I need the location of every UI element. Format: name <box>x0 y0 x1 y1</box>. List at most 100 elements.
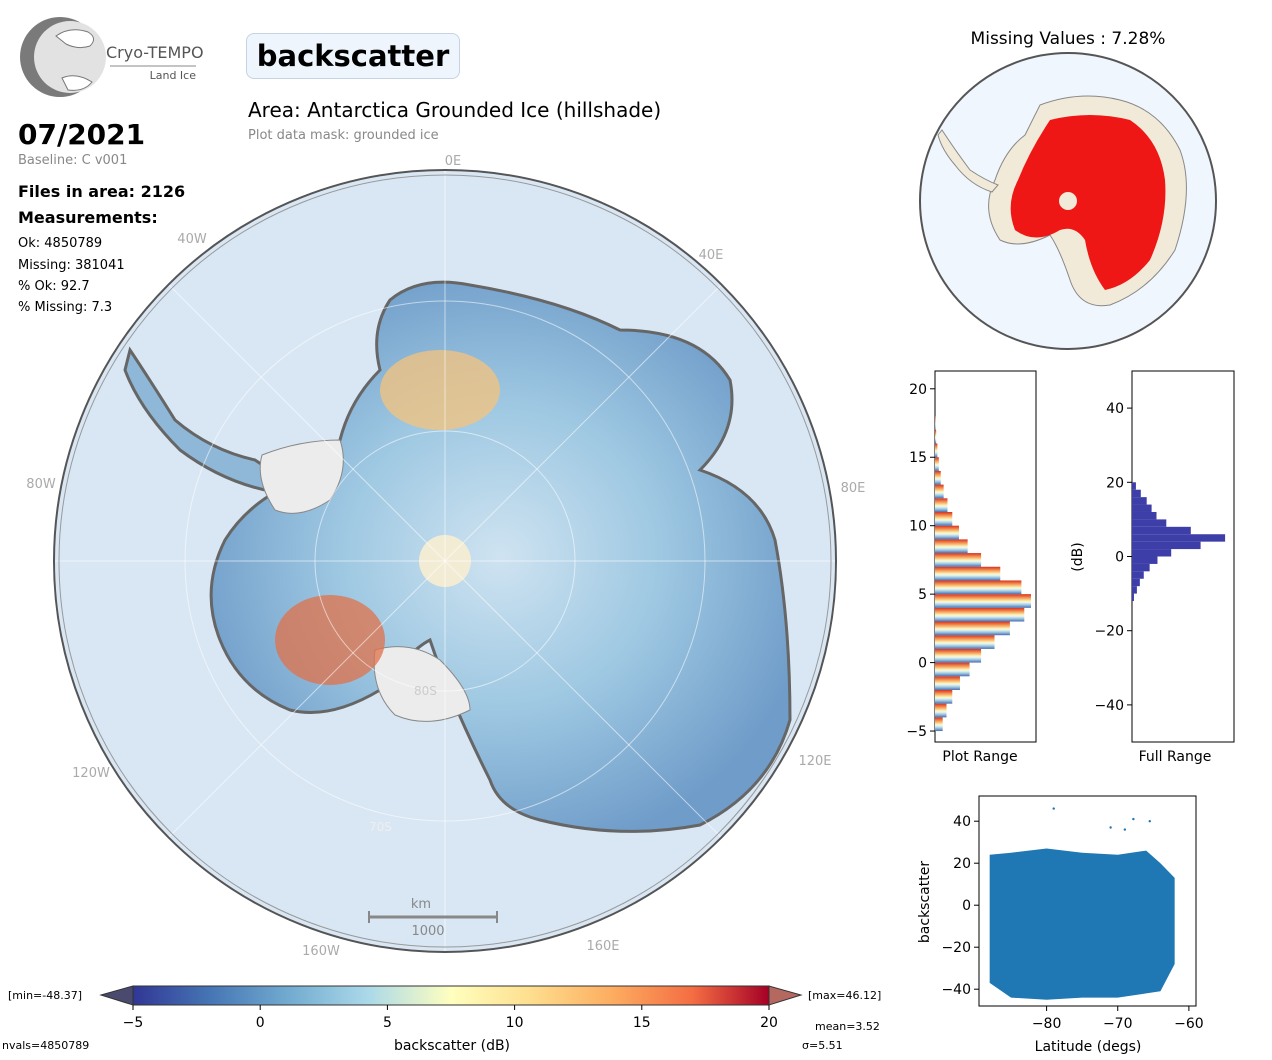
colorbar-min-extend <box>99 985 134 1006</box>
scale-unit: km <box>411 897 431 912</box>
lat-label-70s: 70S <box>369 820 392 834</box>
colorbar-max-label: [max=46.12] <box>808 989 881 1002</box>
scale-bar: km 1000 <box>368 897 498 939</box>
warm-region-west <box>275 595 385 685</box>
date-label: 07/2021 <box>18 118 146 151</box>
histogram-bar <box>935 512 953 526</box>
y-tick-label: −20 <box>941 940 971 956</box>
missing-count: Missing: 381041 <box>18 258 125 273</box>
files-count: Files in area: 2126 <box>18 182 186 201</box>
mean-label: mean=3.52 <box>815 1020 880 1033</box>
y-tick-label: 15 <box>909 450 927 466</box>
colorbar-tick-label: 10 <box>506 1015 524 1031</box>
nvals-label: nvals=4850789 <box>2 1039 89 1052</box>
y-tick-label: −20 <box>1094 624 1124 640</box>
logo-sub: Land Ice <box>150 69 197 82</box>
histogram-bar <box>935 717 943 732</box>
lon-label: 160W <box>302 944 340 959</box>
histogram-bar <box>1132 489 1141 498</box>
ok-count: Ok: 4850789 <box>18 236 103 251</box>
sigma-label: σ=5.51 <box>802 1039 843 1052</box>
histogram-bar <box>935 580 1022 595</box>
main-map: 0E 40E 80E 120E 160E 160W 120W 80W 40W 8… <box>26 154 865 959</box>
y-tick-label: 0 <box>918 656 927 672</box>
plot-range-histogram: −5 0 5 10 15 20 Plot Range <box>906 370 1037 765</box>
histogram-bar <box>935 703 947 718</box>
y-tick-label: −40 <box>1094 698 1124 714</box>
histogram-bar <box>935 498 948 513</box>
logo-name: Cryo-TEMPO <box>106 43 203 62</box>
lat-label-80s: 80S <box>414 684 437 698</box>
graticule <box>54 170 836 952</box>
histogram-bar <box>935 429 937 444</box>
percent-ok: % Ok: 92.7 <box>18 279 90 294</box>
baseline-label: Baseline: C v001 <box>18 153 128 168</box>
histogram-bar <box>935 553 982 567</box>
histogram-bar <box>935 594 1031 608</box>
lon-label: 80E <box>841 481 866 496</box>
latitude-scatter: −40 −20 0 20 40 −80 −70 −60 backscatter Latitud… <box>917 795 1204 1055</box>
y-tick-label: 0 <box>1115 550 1124 566</box>
histogram-bar <box>935 484 944 499</box>
scatter-point <box>1052 807 1055 810</box>
histogram-bar <box>935 689 953 704</box>
colorbar-max-extend <box>768 985 803 1006</box>
y-tick-label: 20 <box>1106 475 1124 491</box>
scatter-point <box>1123 828 1127 831</box>
longitude-labels: 0E 40E 80E 120E 160E 160W 120W 80W 40W <box>26 154 865 959</box>
mask-text: Plot data mask: grounded ice <box>248 128 439 143</box>
y-tick-label: 20 <box>953 856 971 872</box>
histogram-bar <box>935 470 941 485</box>
colorbar: −5 0 5 10 15 20 [min=-48.37] [max=46.12] back… <box>2 985 881 1054</box>
histogram-bar <box>1132 593 1134 602</box>
lon-label: 0E <box>445 154 462 169</box>
colorbar-tick-label: 15 <box>633 1015 651 1031</box>
scale-value: 1000 <box>411 924 444 939</box>
scatter-point <box>1148 820 1151 823</box>
lon-label: 120E <box>798 754 831 769</box>
missing-peninsula <box>937 129 999 193</box>
histogram-bar <box>1132 519 1167 527</box>
y-tick-label: −5 <box>906 724 927 740</box>
missing-data-region <box>1010 115 1166 290</box>
warm-region-east <box>380 350 500 430</box>
measurements-heading: Measurements: <box>18 208 158 227</box>
missing-values-map: Missing Values : 7.28% <box>919 29 1217 350</box>
percent-missing: % Missing: 7.3 <box>18 300 113 315</box>
lon-label: 40W <box>177 232 207 247</box>
colorbar-tick-label: −5 <box>123 1015 144 1031</box>
histogram-bar <box>935 648 982 663</box>
colorbar-tick-label: 20 <box>760 1015 778 1031</box>
colorbar-min-label: [min=-48.37] <box>8 989 82 1002</box>
histogram-bar <box>935 607 1025 622</box>
colorbar-gradient <box>132 985 770 1006</box>
area-title: Area: Antarctica Grounded Ice (hillshade… <box>248 98 662 122</box>
colorbar-tick-label: 0 <box>256 1015 265 1031</box>
histogram-bar <box>935 621 1010 636</box>
histogram-bar <box>1132 563 1150 572</box>
x-tick-label: −80 <box>1032 1016 1062 1032</box>
histogram-bar <box>1132 526 1191 535</box>
scatter-ylabel: backscatter <box>917 861 933 943</box>
histogram-ylabel: (dB) <box>1070 542 1086 571</box>
histogram-bar <box>1132 578 1140 587</box>
x-tick-label: −60 <box>1174 1016 1204 1032</box>
histogram-bar <box>935 676 960 690</box>
histogram-bar <box>1132 482 1136 490</box>
histogram-bar <box>1132 534 1226 542</box>
y-tick-label: 5 <box>918 587 927 603</box>
histogram-bar <box>1132 549 1172 557</box>
y-tick-label: −40 <box>941 982 971 998</box>
histogram-xlabel: Plot Range <box>942 749 1017 765</box>
continent-shape <box>209 280 792 833</box>
y-tick-label: 10 <box>909 519 927 535</box>
histogram-bar <box>935 662 970 677</box>
histogram-bar <box>1132 571 1144 579</box>
y-tick-label: 40 <box>953 814 971 830</box>
scatter-point-cloud <box>989 848 1175 1000</box>
colorbar-tick-label: 5 <box>383 1015 392 1031</box>
y-tick-label: 40 <box>1106 401 1124 417</box>
histogram-bar <box>1132 586 1137 594</box>
y-tick-label: 0 <box>962 898 971 914</box>
histogram-bar <box>1132 556 1158 564</box>
